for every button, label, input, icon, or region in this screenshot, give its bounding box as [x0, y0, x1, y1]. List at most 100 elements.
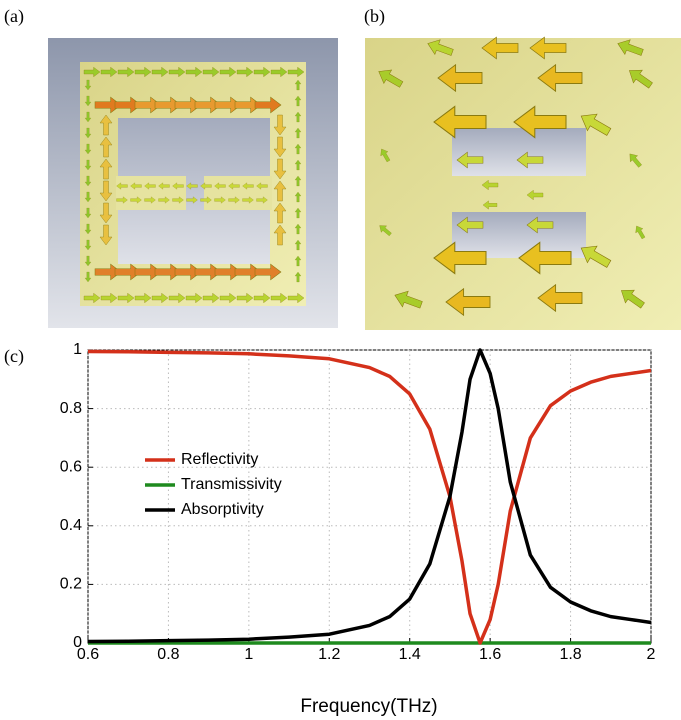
field-arrow — [380, 148, 391, 163]
field-arrow — [116, 182, 128, 190]
field-arrow — [270, 66, 288, 78]
field-arrow — [433, 241, 487, 275]
field-arrow — [158, 182, 170, 190]
field-arrow — [219, 66, 237, 78]
field-arrow — [294, 95, 302, 107]
field-arrow — [84, 223, 92, 235]
field-arrow — [84, 271, 92, 283]
field-arrow — [628, 69, 653, 89]
field-arrow — [151, 292, 169, 304]
field-arrow — [516, 151, 544, 169]
field-arrow — [144, 196, 156, 204]
field-arrow — [84, 255, 92, 267]
field-arrow — [456, 216, 484, 234]
field-arrow — [256, 182, 268, 190]
field-arrow — [294, 79, 302, 91]
field-arrow — [620, 289, 645, 309]
field-arrow — [294, 175, 302, 187]
field-arrow — [379, 225, 392, 237]
field-arrow — [214, 182, 226, 190]
field-arrow — [94, 96, 122, 114]
panel-label: (b) — [364, 6, 385, 27]
field-arrow — [154, 96, 182, 114]
field-panel-b — [365, 36, 681, 330]
field-arrow — [236, 292, 254, 304]
field-arrow — [445, 287, 491, 317]
field-arrow — [158, 196, 170, 204]
field-arrow — [580, 113, 612, 136]
field-arrow — [236, 66, 254, 78]
field-arrow — [84, 175, 92, 187]
field-arrow — [481, 179, 499, 191]
field-arrow — [84, 127, 92, 139]
slot — [452, 212, 586, 258]
field-arrow — [116, 196, 128, 204]
field-arrow — [99, 224, 113, 246]
field-arrow — [84, 207, 92, 219]
field-arrow — [117, 292, 135, 304]
field-arrow — [100, 292, 118, 304]
field-arrow — [294, 127, 302, 139]
x-tick-label: 1.4 — [399, 646, 421, 663]
x-tick-label: 1.2 — [318, 646, 340, 663]
field-arrow — [378, 69, 404, 88]
field-arrow — [99, 202, 113, 224]
field-arrow — [151, 66, 169, 78]
field-arrow — [253, 292, 271, 304]
field-arrow — [186, 196, 198, 204]
field-arrow — [99, 180, 113, 202]
field-arrow — [84, 143, 92, 155]
field-arrow — [134, 66, 152, 78]
field-arrow — [273, 202, 287, 224]
y-tick-label: 0 — [73, 634, 82, 651]
field-arrow — [433, 105, 487, 139]
field-arrow — [526, 189, 544, 201]
field-arrow — [273, 136, 287, 158]
field-arrow — [99, 158, 113, 180]
field-arrow — [513, 105, 567, 139]
field-arrow — [219, 292, 237, 304]
field-arrow — [100, 66, 118, 78]
field-arrow — [294, 271, 302, 283]
field-arrow — [242, 196, 254, 204]
field-arrow — [427, 39, 454, 56]
field-arrow — [482, 200, 498, 210]
field-arrow — [200, 196, 212, 204]
plot — [87, 348, 652, 645]
field-arrow — [174, 96, 202, 114]
series-line — [87, 348, 652, 644]
field-arrow — [185, 292, 203, 304]
field-arrow — [518, 241, 572, 275]
x-tick-label: 0.8 — [157, 646, 179, 663]
field-arrow — [84, 159, 92, 171]
field-arrow — [394, 290, 423, 309]
field-arrow — [294, 159, 302, 171]
field-arrow — [629, 153, 642, 168]
field-arrow — [294, 191, 302, 203]
field-arrow — [273, 224, 287, 246]
y-tick-label: 1 — [73, 341, 82, 358]
field-arrow — [287, 292, 305, 304]
field-arrow — [234, 96, 262, 114]
legend-label: Absorptivity — [181, 501, 264, 518]
field-arrow — [172, 196, 184, 204]
field-arrow — [194, 96, 222, 114]
x-tick-label: 2 — [647, 646, 656, 663]
legend-label: Reflectivity — [181, 451, 258, 468]
field-arrow — [228, 196, 240, 204]
field-arrow — [529, 36, 567, 60]
background — [365, 38, 681, 330]
panel-label: (a) — [4, 6, 24, 27]
field-arrow — [84, 239, 92, 251]
slot — [452, 128, 586, 176]
field-arrow — [83, 292, 101, 304]
field-arrow — [273, 180, 287, 202]
field-arrow — [294, 143, 302, 155]
x-tick-label: 1 — [244, 646, 253, 663]
field-arrow — [214, 263, 242, 281]
x-tick-label: 1.8 — [559, 646, 581, 663]
field-arrow — [273, 114, 287, 136]
field-arrow — [168, 66, 186, 78]
panel-label: (c) — [4, 346, 24, 367]
